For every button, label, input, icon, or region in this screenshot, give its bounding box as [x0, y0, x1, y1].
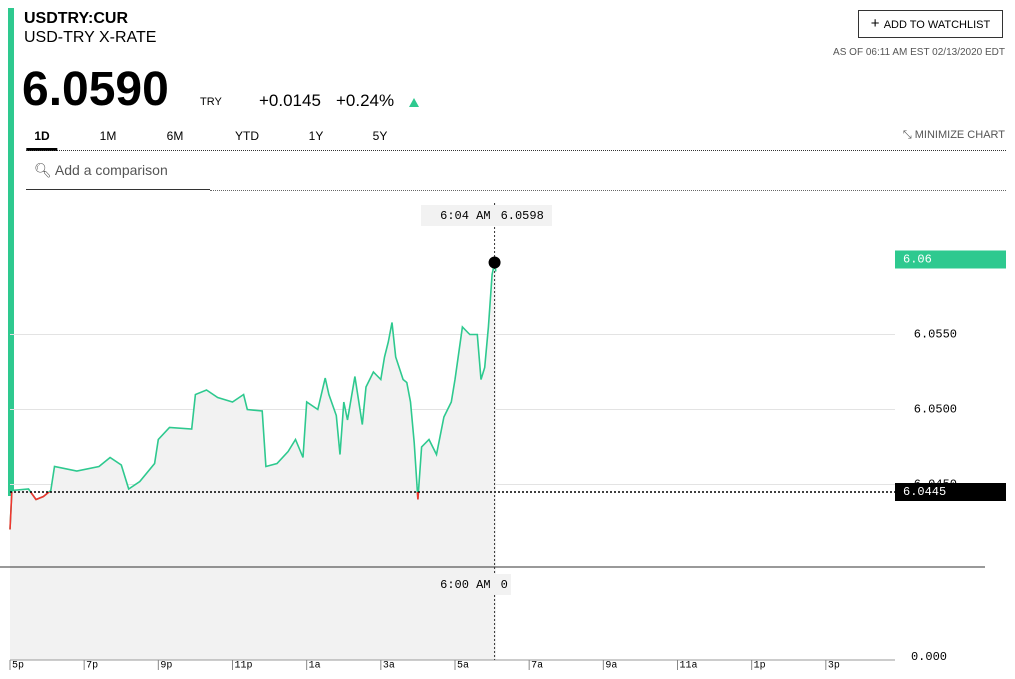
- tab[interactable]: 5Y: [372, 129, 388, 143]
- tab[interactable]: 1Y: [308, 129, 324, 143]
- x-tick-label: 3a: [383, 661, 395, 672]
- previous-close-label: 6.0445: [903, 485, 946, 499]
- divider: [26, 150, 1006, 151]
- tooltip-value: 6.0598: [501, 209, 544, 223]
- currency: TRY: [200, 96, 222, 108]
- x-tick-label: 11a: [680, 661, 698, 672]
- tab[interactable]: 1M: [99, 129, 117, 143]
- search[interactable]: 🔍︎ Add a comparison: [34, 162, 168, 178]
- x-tick-label: 9p: [160, 661, 172, 672]
- volume-tooltip-value: 0: [501, 578, 508, 592]
- tab[interactable]: 6M: [166, 129, 184, 143]
- instrument-name: USD-TRY X-RATE: [24, 29, 157, 46]
- minimize[interactable]: ⤡ MINIMIZE CHART: [902, 129, 1005, 141]
- x-tick-label: 5p: [12, 661, 24, 672]
- change-pct: +0.24%: [336, 91, 395, 110]
- volume-tooltip-box: [421, 574, 511, 595]
- x-tick-label: 7p: [86, 661, 98, 672]
- y-tick-label: 6.0550: [914, 328, 957, 342]
- accent-bar: [8, 8, 14, 496]
- symbol: USDTRY:CUR: [24, 10, 128, 27]
- area: [10, 262, 496, 660]
- watchlist-label: ADD TO WATCHLIST: [883, 19, 991, 31]
- minimize-label: MINIMIZE CHART: [914, 129, 1005, 141]
- x-tick-label: 1p: [754, 661, 766, 672]
- x-tick-label: 5a: [457, 661, 469, 672]
- as-of: AS OF 06:11 AM EST 02/13/2020 EDT: [833, 47, 1005, 58]
- up-arrow: [409, 98, 419, 107]
- price-line: [9, 262, 497, 530]
- x-tick-label: 3p: [828, 661, 840, 672]
- x-tick-label: 9a: [605, 661, 617, 672]
- volume-tooltip-time: 6:00 AM: [440, 578, 490, 592]
- last-price-box: [895, 250, 1006, 269]
- x-tick-label: 11p: [235, 661, 253, 672]
- volume-tick-label: 0.000: [911, 650, 947, 664]
- change: +0.0145: [259, 91, 321, 110]
- y-tick-label: 6.0500: [914, 403, 957, 417]
- tab[interactable]: YTD: [235, 129, 259, 143]
- cursor-dot: [488, 256, 501, 269]
- x-tick-label: 7a: [531, 661, 543, 672]
- price: 6.0590: [22, 63, 169, 116]
- last-price-label: 6.06: [903, 253, 932, 267]
- previous-close-box: [895, 483, 1006, 501]
- tab[interactable]: 1D: [26, 129, 58, 151]
- x-tick-label: 1a: [309, 661, 321, 672]
- search-placeholder: Add a comparison: [54, 162, 168, 178]
- watchlist-button[interactable]: + ADD TO WATCHLIST: [858, 10, 1003, 38]
- divider: [210, 190, 1006, 191]
- search-underline: [26, 189, 210, 190]
- tooltip-box: [421, 205, 552, 226]
- tooltip-time: 6:04 AM: [440, 209, 490, 223]
